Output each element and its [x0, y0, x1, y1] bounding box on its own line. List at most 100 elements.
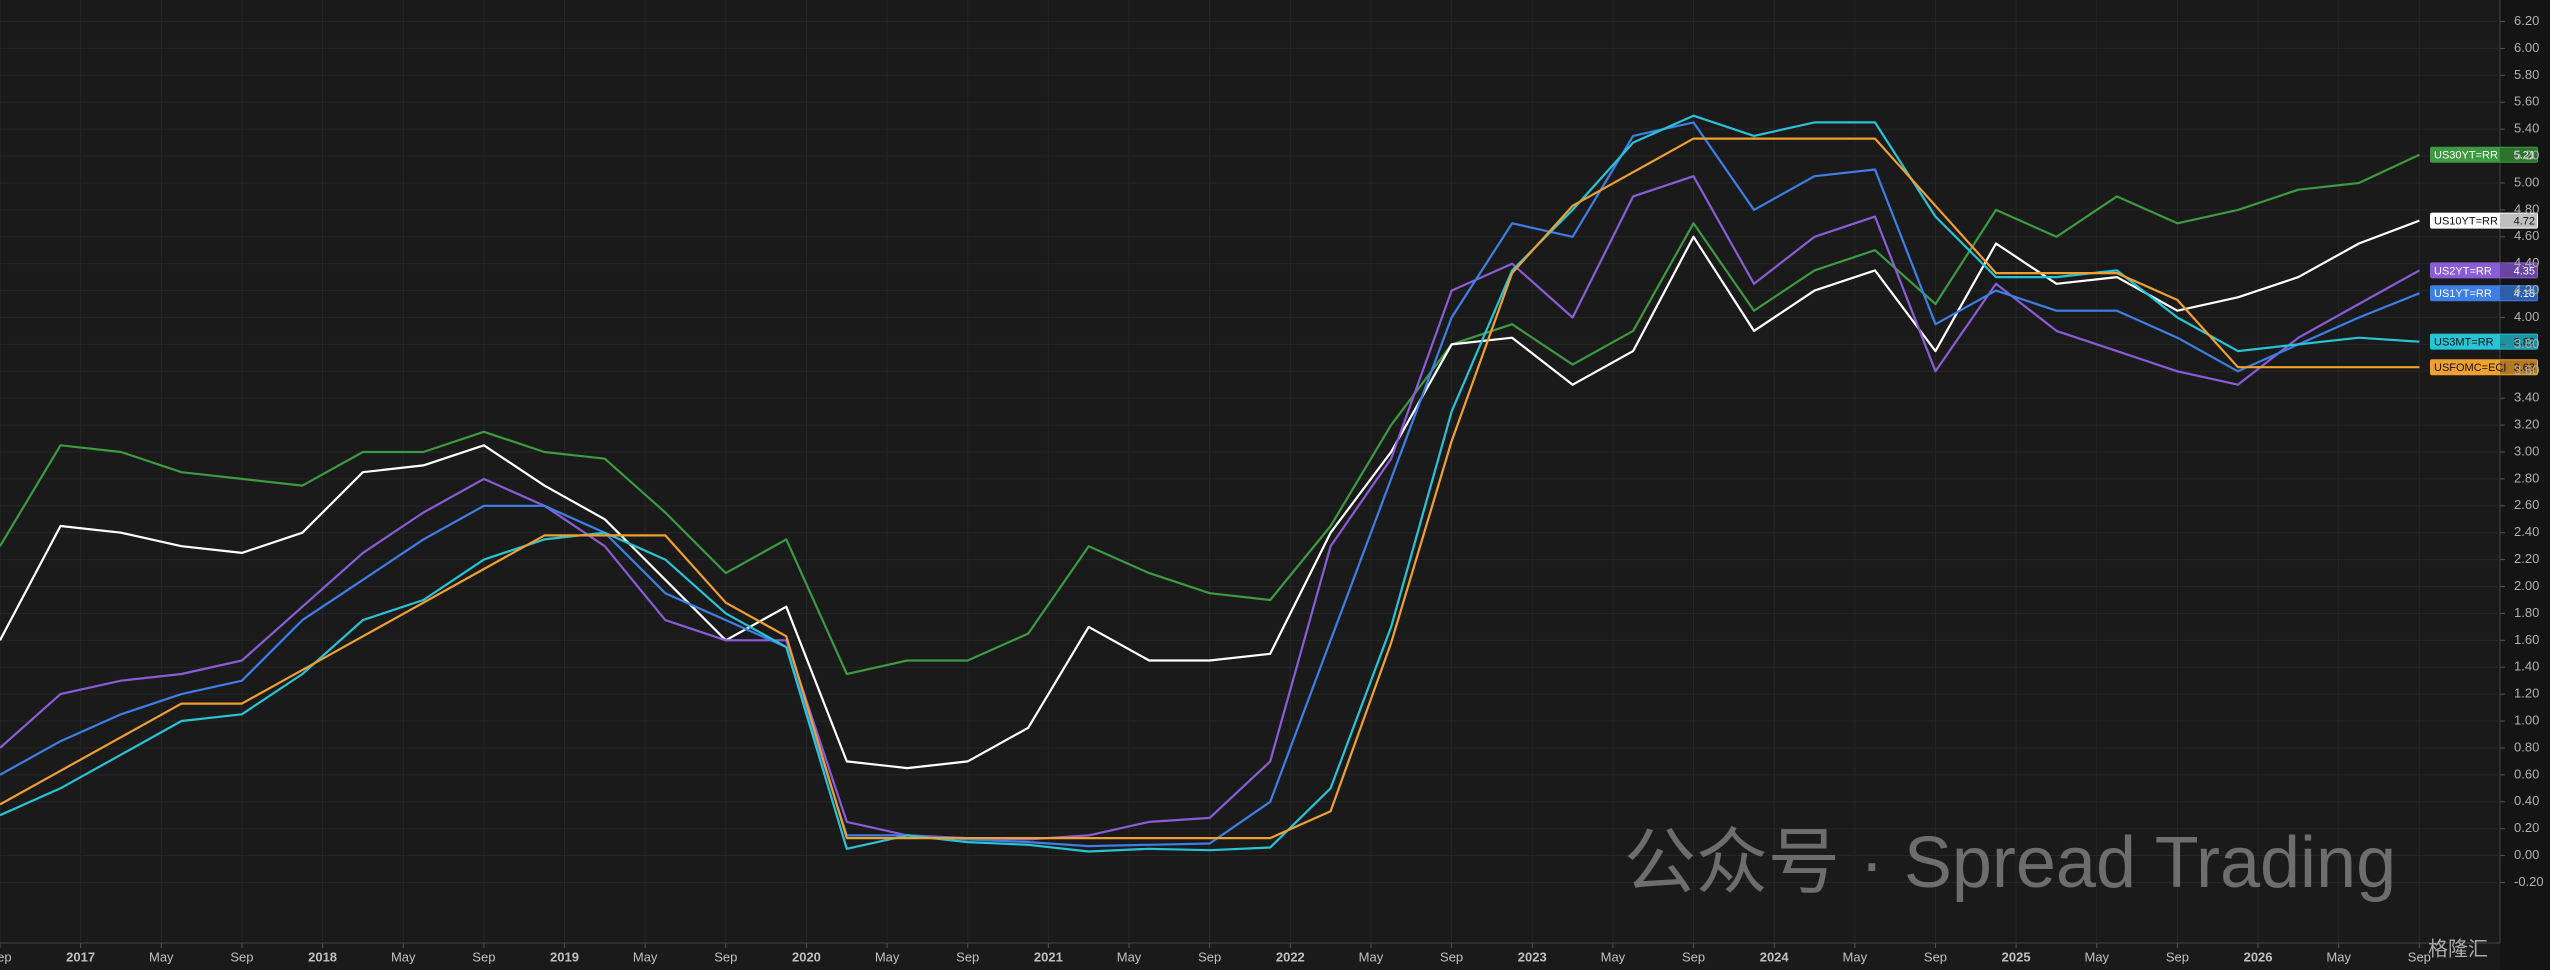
y-tick-label: 1.80	[2514, 605, 2539, 620]
tag-box	[2430, 212, 2538, 229]
tag-value-box	[2500, 286, 2537, 301]
y-tick-label: 5.80	[2514, 67, 2539, 82]
y-tick-label: 0.80	[2514, 739, 2539, 754]
x-tick-label: Sep	[1924, 949, 1947, 964]
tag-value-box	[2500, 360, 2537, 375]
y-tick-label: 2.20	[2514, 551, 2539, 566]
y-tick-label: 1.60	[2514, 632, 2539, 647]
tag-value: 5.21	[2514, 150, 2535, 162]
tag-value: 4.18	[2514, 288, 2535, 300]
y-tick-label: 0.40	[2514, 793, 2539, 808]
x-tick-label: Sep	[2166, 949, 2189, 964]
tag-value: 3.63	[2514, 362, 2535, 374]
y-tick-label: 2.80	[2514, 470, 2539, 485]
x-tick-label: 2018	[308, 949, 337, 964]
y-tick-label: 1.00	[2514, 712, 2539, 727]
x-tick-label: 2024	[1760, 949, 1790, 964]
x-tick-label: Sep	[2408, 949, 2431, 964]
series-line	[0, 114, 2420, 853]
y-tick-label: 3.00	[2514, 443, 2539, 458]
x-tick-label: May	[1359, 949, 1384, 964]
tag-value: 3.82	[2514, 337, 2535, 349]
x-tick-label: Sep	[230, 949, 253, 964]
tag-box	[2430, 285, 2538, 302]
x-tick-label: May	[2084, 949, 2109, 964]
tag-value-box	[2500, 213, 2537, 228]
y-tick-label: -0.20	[2514, 874, 2544, 889]
x-tick-label: May	[633, 949, 658, 964]
y-tick-label: 5.20	[2514, 147, 2539, 162]
x-tick-label: 2026	[2244, 949, 2273, 964]
tag-value-box	[2500, 147, 2537, 162]
tag-box	[2430, 262, 2538, 279]
x-tick-label: Sep	[1198, 949, 1221, 964]
series-line	[0, 175, 2420, 841]
x-tick-label: Sep	[1682, 949, 1705, 964]
legend-label: US30YT=RR	[2434, 150, 2498, 162]
legend-label: US1YT=RR	[2434, 288, 2492, 300]
tag-value: 4.72	[2514, 216, 2535, 228]
x-tick-label: 2025	[2002, 949, 2031, 964]
y-tick-label: 4.80	[2514, 201, 2539, 216]
x-tick-label: May	[1601, 949, 1626, 964]
x-tick-label: 2017	[66, 949, 95, 964]
x-tick-label: Sep	[714, 949, 737, 964]
legend-label: US2YT=RR	[2434, 265, 2492, 277]
tags: US30YT=RR 5.21 US10YT=RR 4.72 US2YT=RR 4.35 US…	[2430, 146, 2538, 376]
y-tick-label: 0.20	[2514, 820, 2539, 835]
y-tick-label: 3.40	[2514, 390, 2539, 405]
series-line	[0, 121, 2420, 848]
y-tick-label: 1.40	[2514, 659, 2539, 674]
series-line	[0, 153, 2420, 676]
y-tick-label: 3.80	[2514, 336, 2539, 351]
y-tick-label: 0.60	[2514, 766, 2539, 781]
y-tick-label: 2.40	[2514, 524, 2539, 539]
x-tick-label: Sep	[0, 949, 12, 964]
tag-box	[2430, 146, 2538, 163]
x-tick-label: 2021	[1034, 949, 1063, 964]
x-tick-label: May	[149, 949, 174, 964]
x-tick-label: Sep	[1440, 949, 1463, 964]
y-tick-label: 4.40	[2514, 255, 2539, 270]
legend-label: US3MT=RR	[2434, 337, 2494, 349]
tag-box	[2430, 333, 2538, 350]
legend-label: USFOMC=ECI	[2434, 362, 2506, 374]
watermark: 公众号 · Spread Trading	[1624, 823, 2396, 903]
y-tick-label: 0.00	[2514, 847, 2539, 862]
x-tick-label: Sep	[956, 949, 979, 964]
y-tick-label: 3.20	[2514, 417, 2539, 432]
y-tick-label: 2.00	[2514, 578, 2539, 593]
y-tick-label: 4.00	[2514, 309, 2539, 324]
series-line	[0, 219, 2420, 770]
x-tick-label: 2023	[1518, 949, 1547, 964]
legend-label: US10YT=RR	[2434, 216, 2498, 228]
y-tick-label: 4.60	[2514, 228, 2539, 243]
x-tick-label: Sep	[472, 949, 495, 964]
tag-box	[2430, 359, 2538, 376]
plot	[0, 114, 2420, 853]
x-tick-label: 2019	[550, 949, 579, 964]
grid	[0, 0, 2500, 943]
y-tick-label: 6.20	[2514, 13, 2539, 28]
tag-value-box	[2500, 263, 2537, 278]
y-tick-label: 2.60	[2514, 497, 2539, 512]
y-tick-label: 4.20	[2514, 282, 2539, 297]
y-tick-label: 3.60	[2514, 363, 2539, 378]
logo: 格隆汇	[2428, 937, 2488, 960]
x-tick-label: 2020	[792, 949, 821, 964]
x-tick-label: May	[875, 949, 900, 964]
tag-value-box	[2500, 334, 2537, 349]
y-tick-label: 5.60	[2514, 94, 2539, 109]
x-tick-label: May	[2326, 949, 2351, 964]
tag-value: 4.35	[2514, 265, 2535, 277]
y-tick-label: 1.20	[2514, 686, 2539, 701]
x-tick-label: May	[391, 949, 416, 964]
y-tick-label: 5.00	[2514, 174, 2539, 189]
y-tick-label: 5.40	[2514, 121, 2539, 136]
x-tick-label: May	[1843, 949, 1868, 964]
series-line	[0, 137, 2420, 840]
x-tick-label: 2022	[1276, 949, 1305, 964]
